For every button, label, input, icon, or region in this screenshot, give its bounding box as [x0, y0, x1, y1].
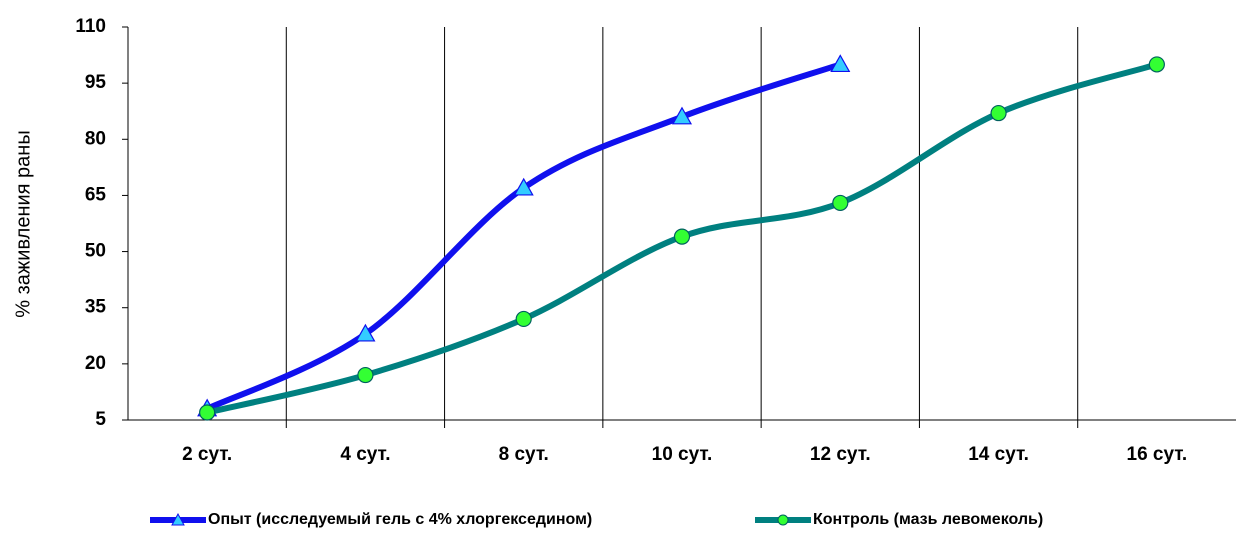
legend-label: Опыт (исследуемый гель с 4% хлоргекседин… — [208, 511, 592, 528]
x-tick-label: 8 сут. — [499, 444, 549, 465]
y-tick-label: 110 — [75, 16, 106, 37]
point-marker — [355, 323, 376, 342]
point-marker — [830, 54, 851, 73]
legend-marker — [171, 512, 185, 526]
y-tick-label: 65 — [85, 184, 107, 205]
point-marker — [990, 104, 1007, 122]
y-tick-label: 50 — [85, 241, 106, 262]
x-tick-label: 2 сут. — [182, 444, 232, 465]
series-line — [205, 61, 842, 412]
x-tick-label: 4 сут. — [340, 444, 390, 465]
point-marker — [1148, 56, 1165, 73]
y-tick-label: 35 — [85, 297, 107, 318]
y-tick-label: 80 — [85, 128, 106, 149]
series — [197, 54, 851, 417]
y-tick-label: 20 — [85, 353, 106, 374]
series — [199, 56, 1165, 421]
x-tick-label: 16 сут. — [1127, 444, 1188, 465]
point-marker — [199, 404, 216, 421]
point-marker — [513, 177, 534, 196]
legend-label: Контроль (мазь левомеколь) — [813, 511, 1043, 528]
x-tick-label: 10 сут. — [652, 444, 713, 465]
y-tick-label: 95 — [85, 72, 107, 93]
y-tick-label: 5 — [95, 409, 106, 430]
point-marker — [515, 310, 532, 328]
x-tick-label: 14 сут. — [968, 444, 1029, 465]
x-tick-label: 12 сут. — [810, 444, 871, 465]
point-marker — [673, 228, 691, 245]
point-marker — [671, 106, 693, 125]
point-marker — [832, 194, 849, 212]
legend-marker — [777, 514, 789, 526]
y-axis-label: % заживления раны — [12, 130, 34, 317]
point-marker — [357, 366, 374, 384]
